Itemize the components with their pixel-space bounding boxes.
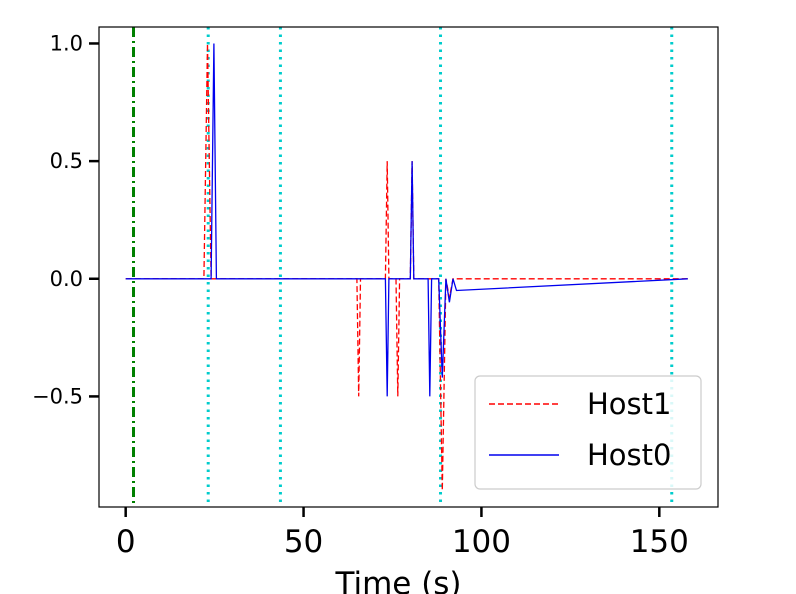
legend-label: Host0 [587,438,671,472]
x-tick-label: 150 [630,524,689,560]
plot-frame [98,26,719,508]
x-tick-label: 50 [284,524,323,560]
x-tick-label: 0 [116,524,136,560]
x-tick-label: 100 [452,524,511,560]
y-axis: −0.5 0.0 0.5 1.0 [32,31,99,408]
x-axis: 0 50 100 150 [116,507,689,560]
series-host0-line [125,43,688,397]
y-tick-label: 0.5 [50,149,83,173]
y-tick-label: −0.5 [32,384,83,408]
legend: Host1 Host0 [474,375,702,490]
series-lines [125,43,688,491]
y-tick-label: 1.0 [50,31,83,55]
y-tick-label: 0.0 [50,267,83,291]
x-axis-label: Time (s) [334,566,461,594]
legend-label: Host1 [587,387,671,421]
legend-frame [474,375,702,490]
